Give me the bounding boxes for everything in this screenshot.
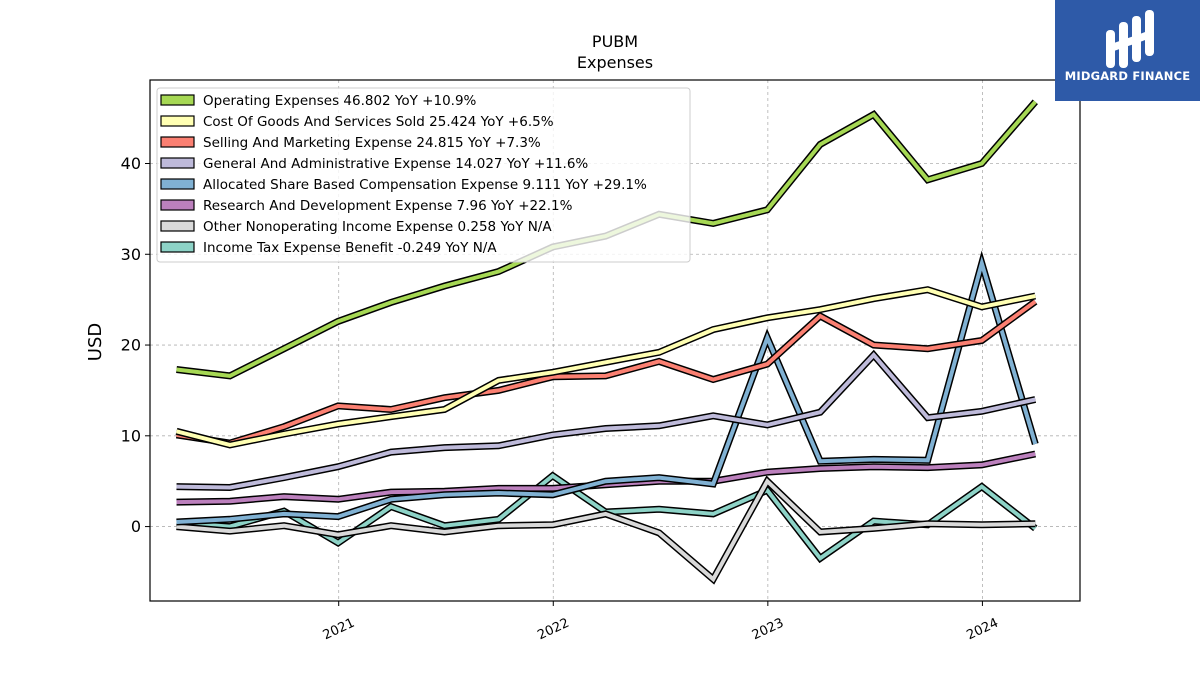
chart-title: PUBM bbox=[592, 32, 638, 51]
x-tick-label: 2023 bbox=[750, 616, 786, 644]
legend-entry: Research And Development Expense 7.96 Yo… bbox=[203, 198, 573, 214]
y-tick-label: 0 bbox=[131, 517, 141, 536]
legend-swatch bbox=[160, 178, 195, 190]
legend-box bbox=[156, 87, 691, 263]
x-tick-label: 2024 bbox=[964, 616, 1000, 644]
series-stroke bbox=[176, 477, 1036, 583]
series-line bbox=[176, 349, 1037, 492]
series-line bbox=[175, 298, 1038, 447]
legend-entry: Cost Of Goods And Services Sold 25.424 Y… bbox=[203, 114, 554, 130]
series-line bbox=[176, 250, 1039, 526]
y-tick-label: 40 bbox=[121, 154, 141, 173]
legend-swatch bbox=[160, 241, 195, 253]
x-tick-label: 2022 bbox=[535, 616, 571, 644]
logo-mark-icon bbox=[1106, 10, 1154, 68]
y-tick-label: 20 bbox=[121, 336, 141, 355]
series-line bbox=[175, 286, 1036, 449]
series-stroke bbox=[176, 352, 1036, 490]
series-stroke bbox=[176, 287, 1036, 447]
legend-entry: Operating Expenses 46.802 YoY +10.9% bbox=[203, 93, 477, 109]
legend-swatch bbox=[160, 115, 195, 127]
legend-entry: Allocated Share Based Compensation Expen… bbox=[203, 177, 647, 193]
legend: Operating Expenses 46.802 YoY +10.9% Cost… bbox=[156, 87, 691, 263]
legend-entry: Income Tax Expense Benefit -0.249 YoY N/… bbox=[203, 240, 497, 256]
legend-swatch bbox=[160, 220, 195, 232]
x-tick-label: 2021 bbox=[321, 616, 357, 644]
legend-swatch bbox=[160, 94, 195, 106]
series-stroke bbox=[176, 299, 1037, 446]
y-tick-label: 10 bbox=[121, 426, 141, 445]
series-outline bbox=[175, 298, 1038, 447]
midgard-finance-logo: MIDGARD FINANCE bbox=[1055, 0, 1200, 101]
legend-entry: General And Administrative Expense 14.02… bbox=[203, 156, 588, 172]
y-tick-label: 30 bbox=[121, 245, 141, 264]
y-axis-label: USD bbox=[85, 323, 106, 361]
series-line bbox=[176, 475, 1036, 585]
chart-subtitle: Expenses bbox=[577, 53, 653, 72]
logo-text: MIDGARD FINANCE bbox=[1064, 69, 1191, 83]
legend-swatch bbox=[160, 157, 195, 169]
legend-swatch bbox=[160, 136, 195, 148]
legend-swatch bbox=[160, 199, 195, 211]
plot-frame bbox=[149, 79, 1081, 602]
legend-entry: Other Nonoperating Income Expense 0.258 … bbox=[203, 219, 552, 235]
legend-entry: Selling And Marketing Expense 24.815 YoY… bbox=[203, 135, 541, 151]
series-stroke bbox=[176, 256, 1038, 524]
